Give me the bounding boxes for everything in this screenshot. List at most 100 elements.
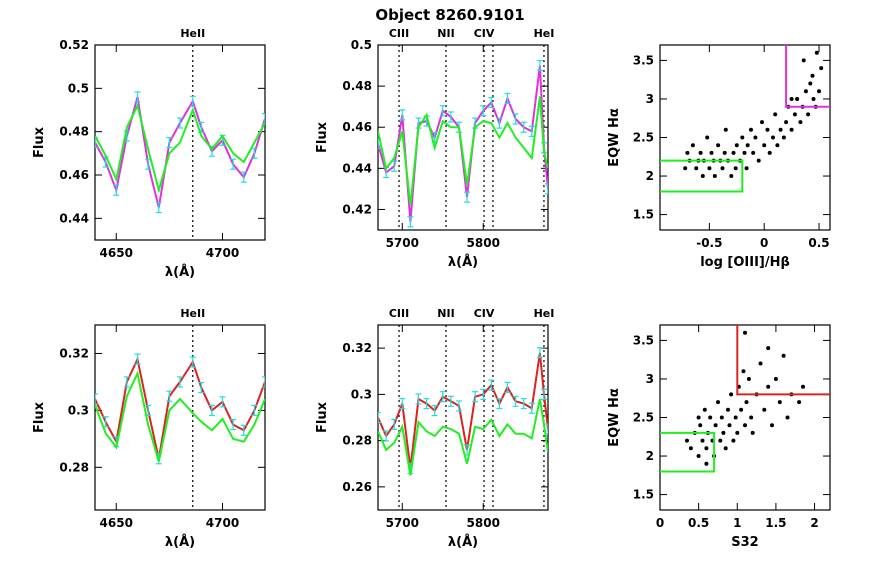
line-label: HeII xyxy=(180,27,205,40)
chart-o3-ha: -0.5 0 0.5 1.5 2 2.5 3 3.5 log [OIII]/Hβ EQW Hα xyxy=(607,44,831,270)
x-tick-label: 5800 xyxy=(467,236,500,250)
line-label: HeII xyxy=(180,307,205,320)
x-tick-label: 0 xyxy=(760,236,768,250)
data-point xyxy=(808,81,813,86)
y-tick-label: 3 xyxy=(646,92,654,106)
data-point xyxy=(758,361,763,366)
y-tick-label: 0.28 xyxy=(59,460,89,474)
data-point xyxy=(742,150,747,155)
data-point xyxy=(741,369,746,374)
y-tick-label: 0.32 xyxy=(342,341,372,355)
data-point xyxy=(785,415,790,420)
y-tick-label: 0.44 xyxy=(342,161,372,175)
x-tick-label: 4700 xyxy=(206,516,239,530)
data-point xyxy=(781,353,786,358)
data-point xyxy=(723,446,728,451)
data-point xyxy=(719,415,724,420)
data-point xyxy=(707,166,712,171)
x-tick-label: 0.5 xyxy=(688,516,709,530)
data-point xyxy=(819,66,824,71)
region-box xyxy=(660,159,744,193)
y-tick-label: 2 xyxy=(646,449,654,463)
data-point xyxy=(744,166,749,171)
data-point xyxy=(729,392,734,397)
data-point xyxy=(777,400,782,405)
data-point xyxy=(745,143,750,148)
data-point xyxy=(688,446,693,451)
data-point xyxy=(789,127,794,132)
data-point xyxy=(739,407,744,412)
line-label: CIII xyxy=(389,307,409,320)
data-point xyxy=(773,377,778,381)
data-point xyxy=(781,135,786,140)
y-axis-label: EQW Hα xyxy=(607,388,622,447)
series-group xyxy=(378,59,548,228)
data-point xyxy=(740,135,745,140)
x-tick-label: 4650 xyxy=(100,246,133,260)
data-point xyxy=(726,407,730,412)
y-tick-label: 3.5 xyxy=(633,333,654,347)
data-point xyxy=(731,438,736,443)
chart-ciii-bottom: 5700 5800 0.26 0.28 0.3 0.32 λ(Å) Flux CIII NII CI… xyxy=(315,307,554,550)
data-point xyxy=(751,150,756,155)
data-point xyxy=(756,158,761,163)
data-point xyxy=(814,50,819,55)
data-point xyxy=(766,384,771,389)
data-point xyxy=(716,143,721,148)
data-point xyxy=(803,89,808,94)
data-point xyxy=(690,143,695,148)
x-tick-label: 5700 xyxy=(386,516,419,530)
x-tick-label: 4650 xyxy=(100,516,133,530)
y-tick-label: 0.48 xyxy=(342,79,372,93)
x-axis-label: λ(Å) xyxy=(448,534,478,550)
data-point xyxy=(811,97,816,101)
y-tick-label: 0.48 xyxy=(59,125,89,139)
data-point xyxy=(750,430,755,435)
y-axis-label: Flux xyxy=(32,126,47,158)
data-point xyxy=(795,97,800,101)
line-label: NII xyxy=(437,307,454,320)
data-point xyxy=(744,400,749,405)
data-point xyxy=(770,423,774,428)
y-tick-label: 2.5 xyxy=(633,411,654,425)
y-tick-label: 0.3 xyxy=(68,403,89,417)
data-point xyxy=(789,97,794,101)
data-point xyxy=(743,330,747,335)
line-label: NII xyxy=(437,27,454,40)
region-box xyxy=(736,325,830,396)
y-axis-label: Flux xyxy=(315,121,330,153)
x-tick-label: 0.5 xyxy=(808,236,829,250)
data-point xyxy=(792,112,797,117)
x-axis-label: λ(Å) xyxy=(448,254,478,270)
data-point xyxy=(753,135,758,140)
data-point xyxy=(696,415,701,420)
data-point xyxy=(801,384,805,389)
region-box xyxy=(785,45,830,108)
data-point xyxy=(767,150,772,155)
data-point xyxy=(694,166,699,171)
chart-heii-bottom: 4650 4700 0.28 0.3 0.32 λ(Å) Flux HeII xyxy=(32,307,266,550)
line-label: CIII xyxy=(389,27,409,40)
y-tick-label: 0.46 xyxy=(342,120,372,134)
line-label: CIV xyxy=(474,27,495,40)
data-point xyxy=(698,150,703,155)
chart-s32-ha: 0 0.5 1 1.5 2 1.5 2 2.5 3 3.5 S32 EQW Hα xyxy=(607,324,831,550)
data-point xyxy=(713,423,718,428)
data-point xyxy=(729,174,734,178)
data-point xyxy=(709,150,714,155)
data-point xyxy=(722,150,727,155)
y-tick-label: 1.5 xyxy=(633,208,654,222)
data-point xyxy=(704,461,709,466)
data-point xyxy=(749,127,753,132)
data-point xyxy=(798,120,803,125)
region-box xyxy=(660,431,716,473)
y-axis-label: Flux xyxy=(32,401,47,433)
x-axis-label: S32 xyxy=(731,535,758,550)
x-tick-label: 5700 xyxy=(386,236,419,250)
data-point xyxy=(685,438,689,443)
figure-title: Object 8260.9101 xyxy=(375,6,524,24)
data-point xyxy=(708,415,713,420)
data-point xyxy=(702,407,707,412)
x-tick-label: 4700 xyxy=(206,246,239,260)
y-tick-label: 0.46 xyxy=(59,168,89,182)
